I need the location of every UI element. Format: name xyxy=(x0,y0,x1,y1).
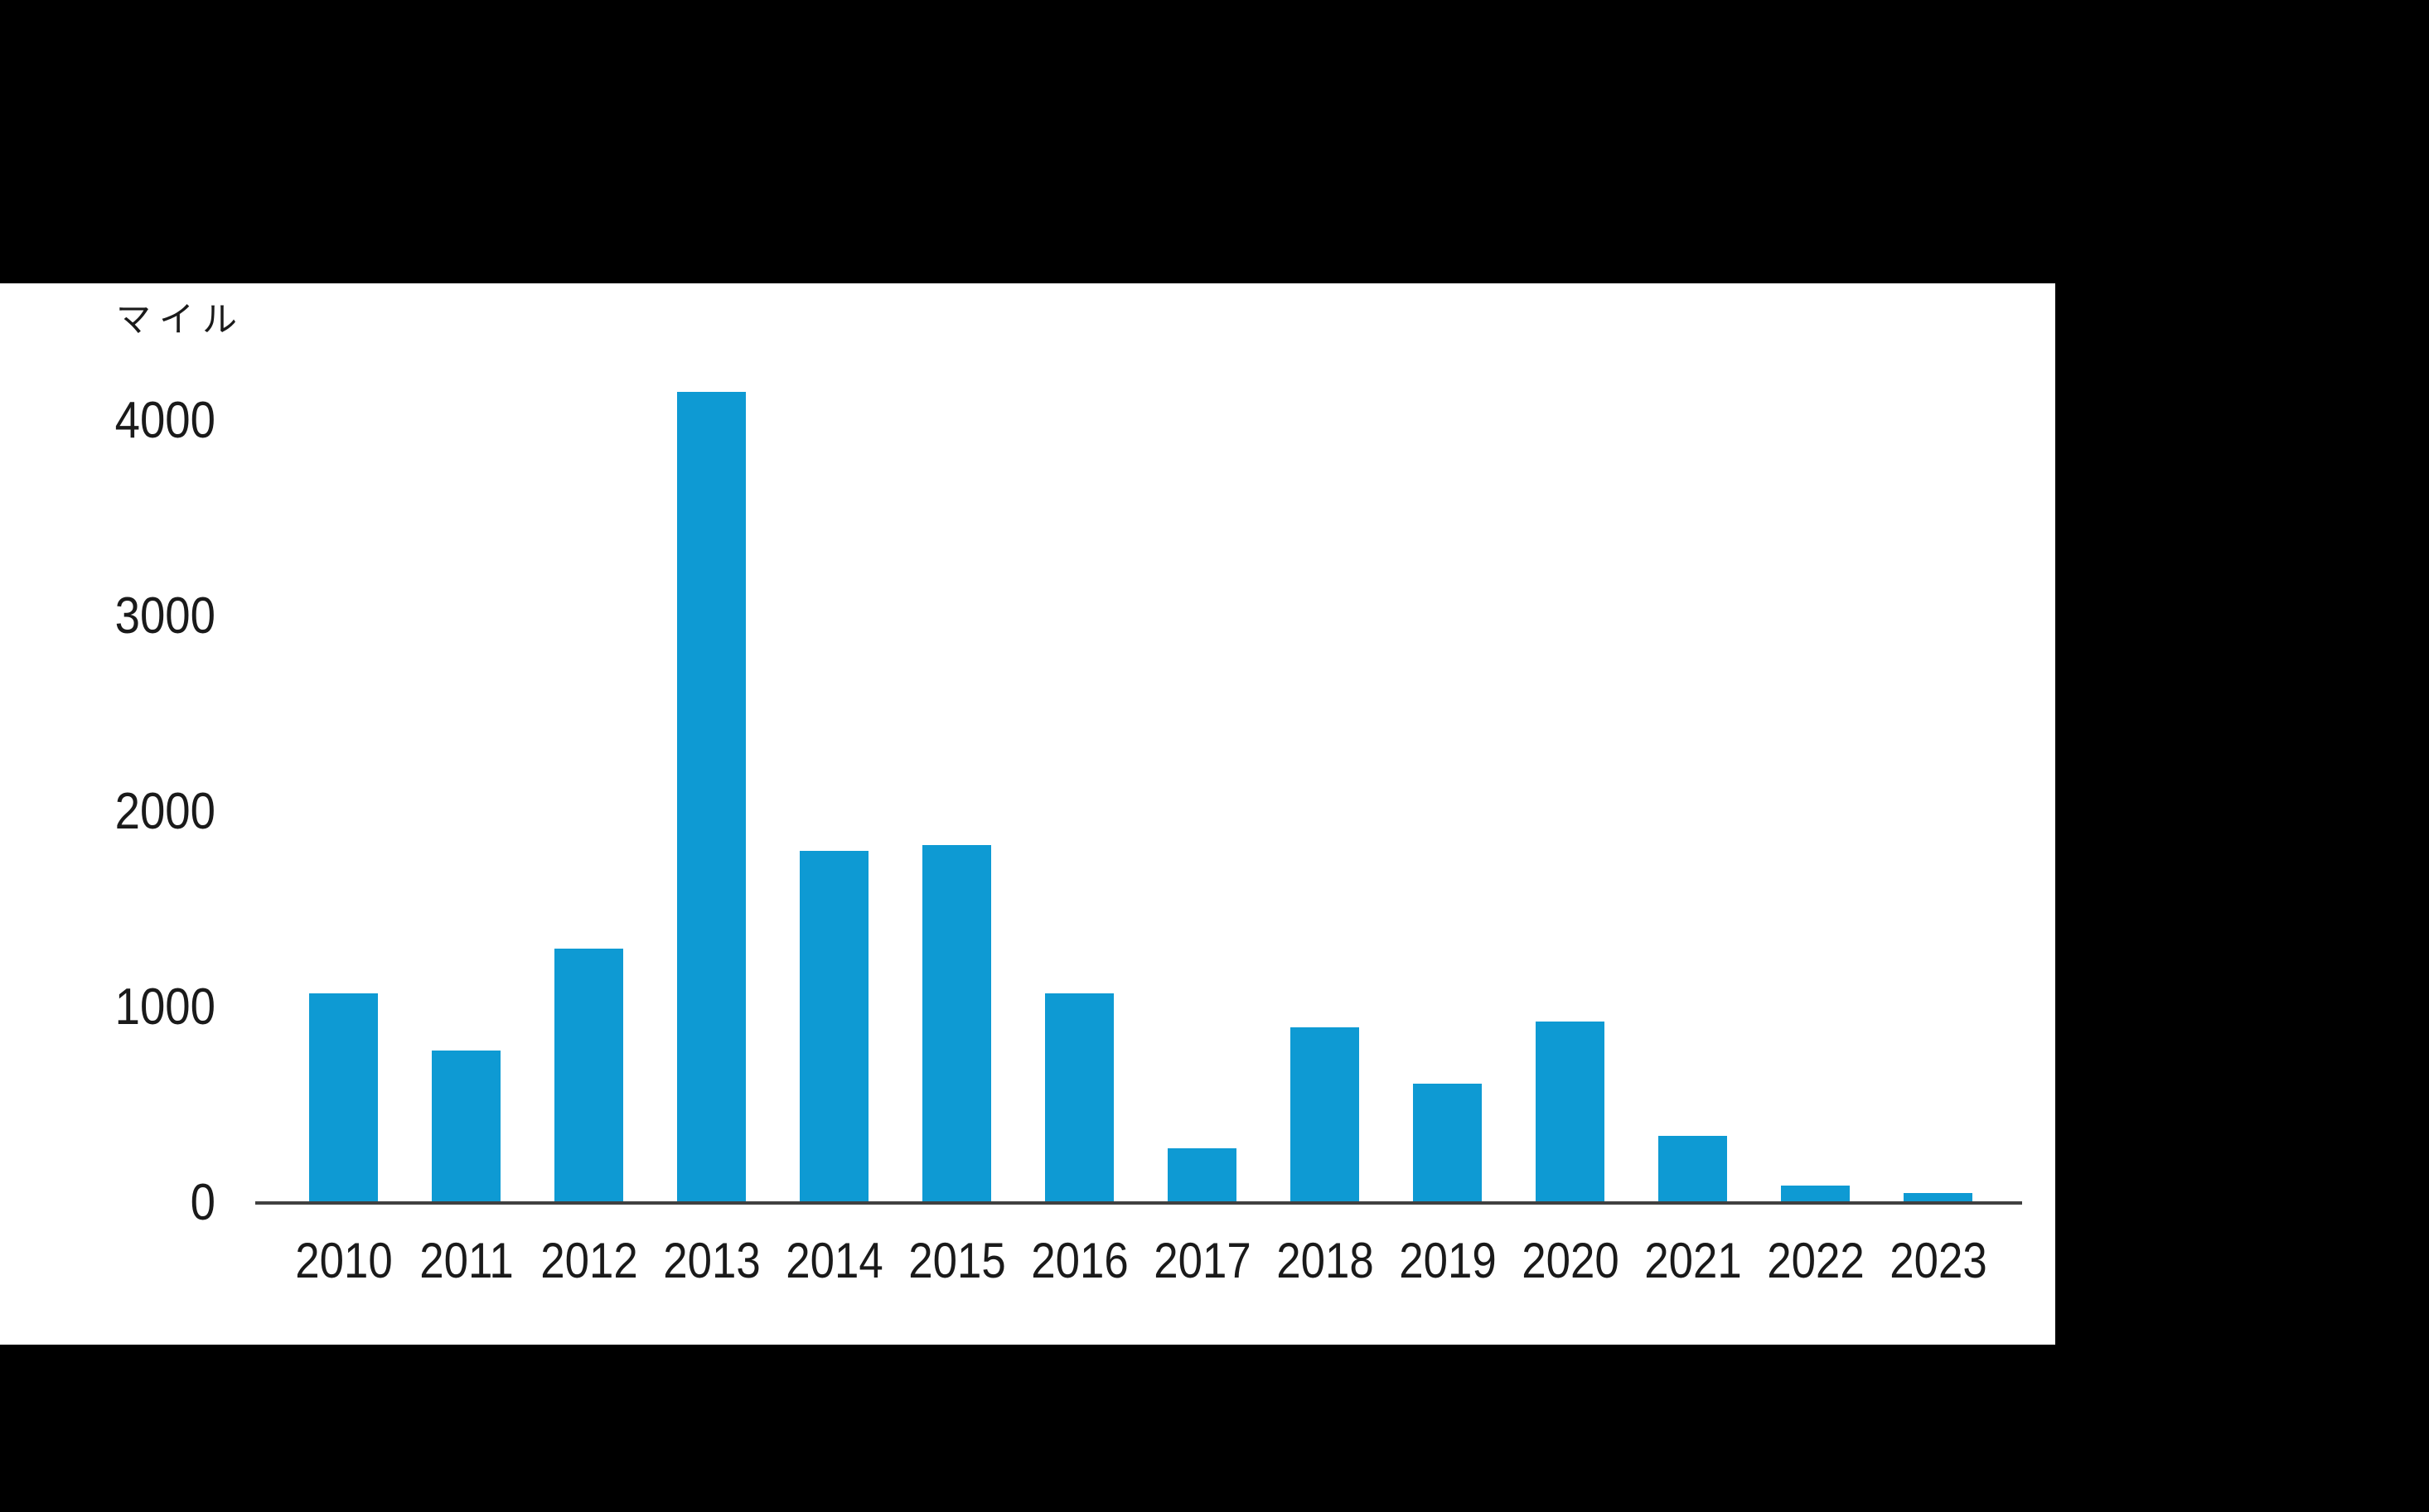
x-tick-label-2014: 2014 xyxy=(785,1233,883,1288)
x-tick-label-2011: 2011 xyxy=(419,1233,514,1288)
x-tick-label-2021: 2021 xyxy=(1643,1233,1742,1288)
bar-2011 xyxy=(432,1051,501,1203)
bar-2022 xyxy=(1781,1186,1850,1203)
bar-2019 xyxy=(1413,1084,1482,1203)
x-axis-tick-labels: 2010 2011 2012 2013 2014 2015 2016 2017 2018 2019… xyxy=(255,1234,2022,1301)
bar-2012 xyxy=(554,949,623,1203)
x-tick-label-2016: 2016 xyxy=(1030,1233,1129,1288)
bar-2021 xyxy=(1658,1136,1727,1203)
y-tick-label-0: 0 xyxy=(190,1174,215,1231)
y-tick-label-3000: 3000 xyxy=(114,587,215,645)
x-tick-label-2015: 2015 xyxy=(907,1233,1006,1288)
bar-2018 xyxy=(1290,1027,1359,1203)
y-tick-label-4000: 4000 xyxy=(114,392,215,449)
bar-2023 xyxy=(1904,1193,1972,1203)
x-tick-label-2013: 2013 xyxy=(662,1233,761,1288)
bar-2014 xyxy=(800,851,869,1203)
y-tick-label-2000: 2000 xyxy=(114,783,215,840)
bar-2010 xyxy=(309,993,378,1203)
x-axis-line xyxy=(255,1201,2022,1205)
x-tick-label-2018: 2018 xyxy=(1275,1233,1374,1288)
bar-2013 xyxy=(677,392,746,1203)
x-tick-label-2019: 2019 xyxy=(1398,1233,1497,1288)
bar-2015 xyxy=(922,845,991,1203)
y-axis-unit-label: マイル xyxy=(116,300,246,339)
chart-panel: マイル 0 1000 2000 3000 4000 2010 2011 2012 2013 20… xyxy=(0,283,2055,1345)
bar-2017 xyxy=(1168,1148,1236,1203)
x-tick-label-2017: 2017 xyxy=(1153,1233,1251,1288)
x-tick-label-2010: 2010 xyxy=(294,1233,393,1288)
bar-plot-area xyxy=(255,283,2022,1203)
x-tick-label-2023: 2023 xyxy=(1889,1233,1987,1288)
bar-2020 xyxy=(1536,1022,1604,1203)
x-tick-label-2022: 2022 xyxy=(1766,1233,1865,1288)
y-tick-label-1000: 1000 xyxy=(114,978,215,1036)
x-tick-label-2012: 2012 xyxy=(540,1233,638,1288)
x-tick-label-2020: 2020 xyxy=(1521,1233,1619,1288)
bar-2016 xyxy=(1045,993,1114,1203)
y-axis-tick-labels: 0 1000 2000 3000 4000 xyxy=(0,283,215,1345)
